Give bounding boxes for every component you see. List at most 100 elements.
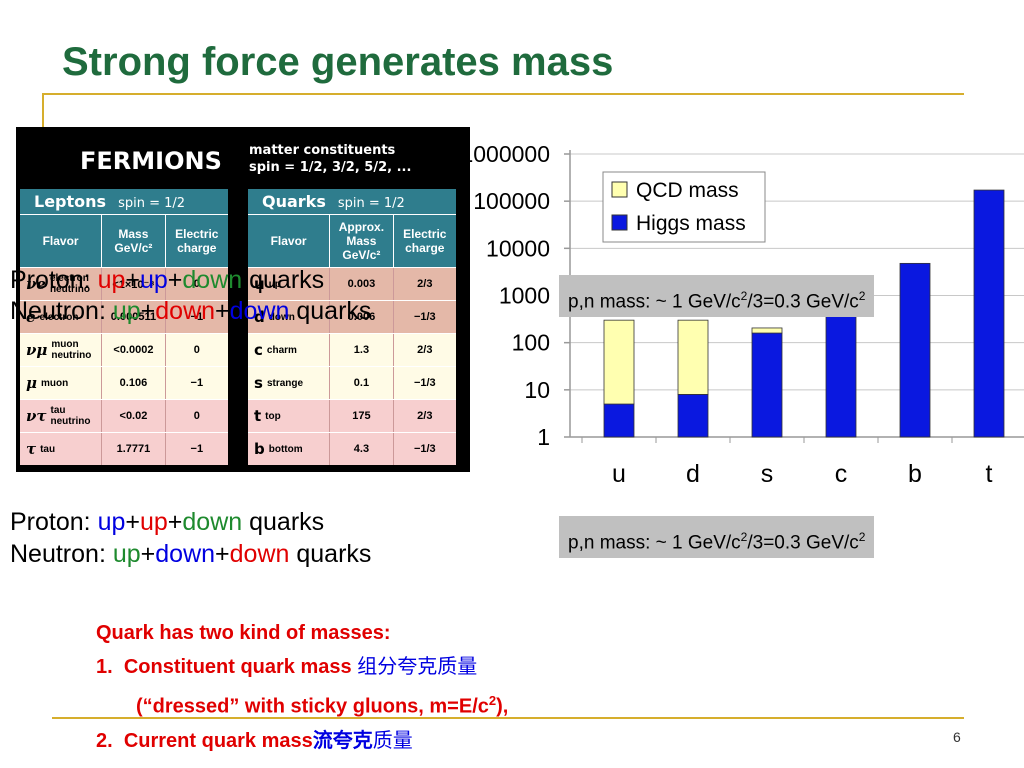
mass-cell: 4.3 [330, 433, 394, 465]
legend-box [602, 171, 766, 243]
table-row: νμ muon neutrino <0.0002 0 [20, 333, 228, 366]
y-tick-label: 10000 [486, 235, 550, 261]
flavor-symbol: νμ [26, 341, 48, 359]
plus-sign: + [125, 266, 140, 294]
legend-label-qcd: QCD mass [636, 179, 739, 202]
bar-higgs-d [677, 394, 709, 438]
leptons-col-mass: Mass GeV/c² [102, 215, 166, 267]
mass-cell: 0.000511 [102, 301, 166, 333]
y-tick-label: 100000 [473, 188, 550, 214]
flavor-cell: νe electron neutrino [20, 268, 103, 300]
footer-rule [52, 717, 964, 719]
flavor-name: tau neutrino [50, 405, 91, 427]
legend-swatch-higgs [611, 214, 628, 231]
flavor-cell: s strange [248, 367, 331, 399]
quark-up: up [139, 266, 168, 294]
quark-down: down [229, 297, 290, 325]
notes-heading: Quark has two kind of masses: [96, 622, 391, 644]
quarks-word: quarks [289, 540, 372, 568]
mass-cell: <0.0002 [102, 334, 166, 366]
proton-label: Proton: [10, 266, 98, 294]
fermions-title: FERMIONS [80, 147, 222, 175]
quarks-word: quarks [242, 266, 325, 294]
note-text: Current quark mass [123, 729, 313, 752]
flavor-name: tau [40, 443, 56, 455]
table-row: b bottom 4.3 −1/3 [248, 432, 456, 465]
quark-mass-notes: Quark has two kind of masses: 1. Constit… [96, 617, 508, 758]
title-rule-vertical [42, 93, 44, 140]
flavor-symbol: μ [26, 374, 37, 392]
x-tick-label: d [686, 460, 700, 488]
x-tick-label: c [835, 460, 848, 488]
flavor-name: strange [266, 377, 304, 389]
charge-cell: 2/3 [417, 278, 433, 290]
bar-higgs-s [751, 332, 783, 438]
leptons-column-headers: Flavor Mass GeV/c² Electric charge [20, 214, 228, 267]
flavor-name: top [265, 410, 281, 422]
table-row: ντ tau neutrino <0.02 0 [20, 399, 228, 432]
flavor-cell: c charm [248, 334, 331, 366]
slide-number: 6 [953, 729, 961, 745]
quarks-word: quarks [242, 508, 325, 536]
bar-qcd-s [751, 327, 783, 334]
flavor-cell: μ muon [20, 367, 103, 399]
note-detail-text: (“dressed” with sticky gluons, m=E/c [136, 695, 489, 718]
proton-line-overlay: Proton: up+up+down quarks [10, 265, 371, 296]
legend-label-higgs: Higgs mass [636, 212, 746, 235]
bar-qcd-u [603, 319, 635, 405]
mass-exponent: 2 [858, 289, 866, 303]
note-chinese: 组分夸克质量 [357, 654, 478, 678]
note-number: 2. [96, 729, 113, 752]
leptons-col-charge: Electric charge [175, 227, 219, 255]
note-item-2: 2. Current quark mass流夸克质量 [96, 724, 508, 758]
flavor-name: muon [40, 377, 69, 389]
fermions-table: FERMIONS matter constituents spin = 1/2,… [16, 127, 470, 472]
mass-cell: 0.006 [330, 301, 394, 333]
plus-sign: + [167, 266, 183, 294]
fermions-subtitle-line1: matter constituents [249, 143, 396, 158]
plus-sign: + [167, 508, 183, 536]
table-row: t top 175 2/3 [248, 399, 456, 432]
plus-sign: + [140, 297, 156, 325]
quarks-col-mass: Approx. Mass GeV/c² [330, 215, 394, 267]
x-tick-label: t [986, 460, 993, 488]
mass-exponent: 2 [740, 289, 748, 303]
charge-cell: −1 [190, 443, 204, 455]
note-number: 1. [96, 656, 113, 678]
fermions-subtitle: matter constituents spin = 1/2, 3/2, 5/2… [249, 142, 411, 176]
flavor-name: charm [266, 344, 297, 356]
flavor-cell: u up [248, 268, 331, 300]
flavor-name: down [268, 311, 295, 323]
x-tick-label: u [612, 460, 626, 488]
bar-higgs-b [899, 262, 931, 438]
plus-sign: + [140, 540, 156, 568]
flavor-symbol: e [26, 308, 36, 326]
flavor-name: electron neutrino [49, 273, 90, 295]
quark-down: down [155, 540, 216, 568]
neutron-line: Neutron: up+down+down quarks [10, 538, 371, 570]
table-row: s strange 0.1 −1/3 [248, 366, 456, 399]
mass-cell: 175 [330, 400, 394, 432]
table-row: d down 0.006 −1/3 [248, 300, 456, 333]
slide-title: Strong force generates mass [62, 40, 614, 84]
quarks-spin: spin = 1/2 [337, 196, 405, 211]
flavor-symbol: νe [26, 275, 46, 293]
flavor-cell: e electron [20, 301, 103, 333]
quarks-word: quarks [289, 297, 372, 325]
quarks-column-headers: Flavor Approx. Mass GeV/c² Electric char… [248, 214, 456, 267]
flavor-symbol: s [254, 374, 263, 392]
flavor-name: up [268, 278, 281, 290]
quark-down: down [155, 297, 216, 325]
flavor-symbol: c [254, 341, 263, 359]
legend-swatch-qcd [611, 181, 628, 198]
leptons-header: Leptons spin = 1/2 [20, 189, 228, 214]
mass-text: p,n mass: ~ 1 GeV/c [568, 532, 741, 554]
quark-up: up [97, 266, 126, 294]
flavor-name: muon neutrino [51, 339, 92, 361]
nucleon-composition: Proton: up+up+down quarks Neutron: up+do… [10, 506, 371, 570]
table-row: c charm 1.3 2/3 [248, 333, 456, 366]
mass-text: /3=0.3 GeV/c [747, 291, 859, 313]
x-tick-label: s [761, 460, 774, 488]
plus-sign: + [125, 508, 140, 536]
